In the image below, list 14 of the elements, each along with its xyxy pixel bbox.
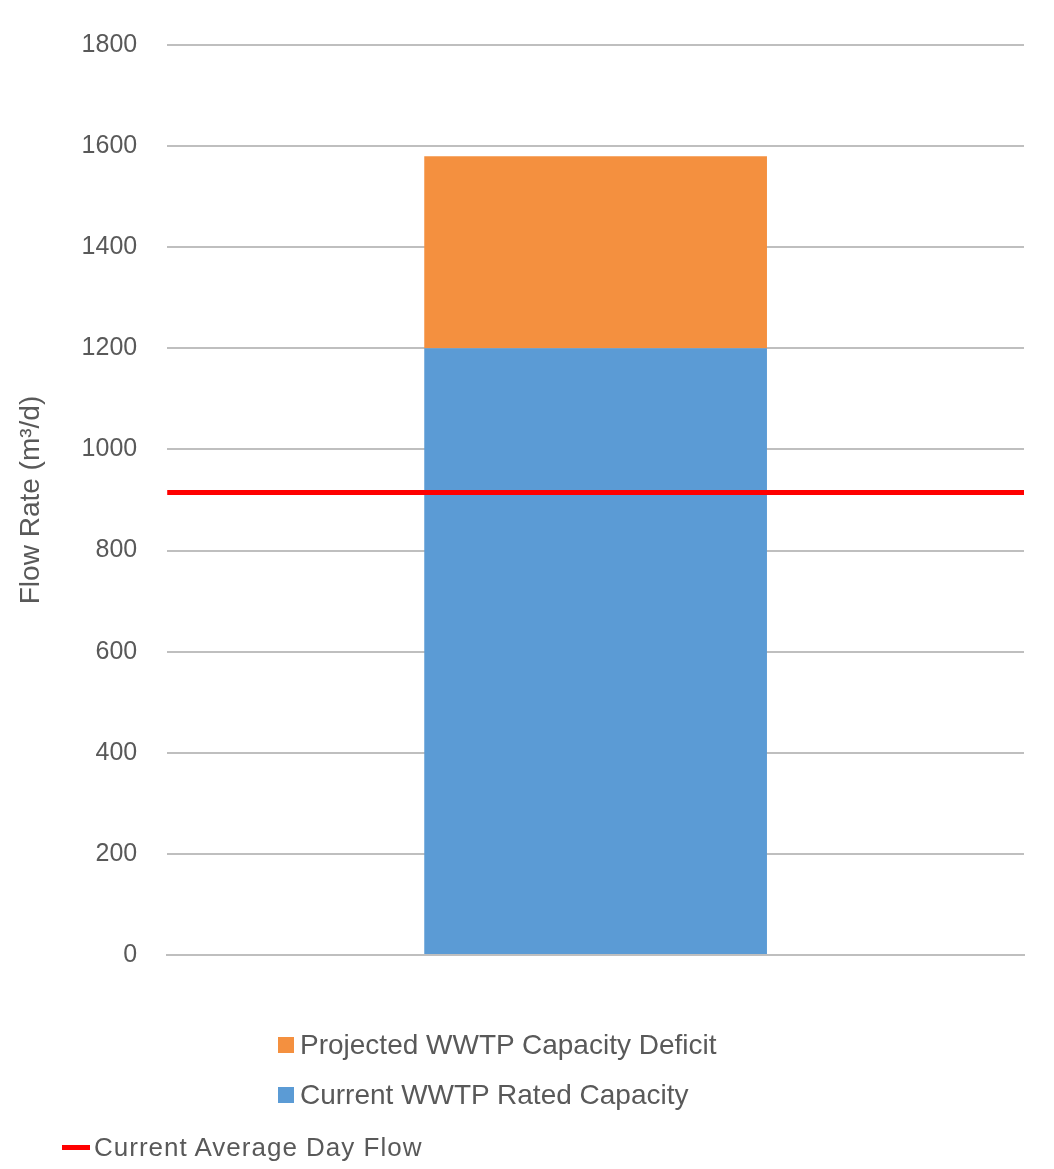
- legend-label: Current Average Day Flow: [94, 1132, 423, 1163]
- y-tick-label: 400: [95, 736, 138, 765]
- legend-label: Projected WWTP Capacity Deficit: [300, 1029, 717, 1061]
- y-tick-label: 0: [123, 938, 138, 967]
- y-tick-label: 1600: [81, 130, 138, 158]
- y-tick-label: 1800: [81, 28, 138, 57]
- y-axis-title: Flow Rate (m³/d): [13, 395, 45, 605]
- legend-label: Current WWTP Rated Capacity: [300, 1079, 689, 1111]
- y-tick-label: 1400: [81, 231, 138, 260]
- y-tick-label: 1000: [81, 433, 138, 462]
- y-tick-label: 200: [95, 837, 138, 866]
- y-tick-label: 800: [95, 534, 138, 563]
- y-tick-label: 600: [95, 635, 138, 664]
- y-tick-label: 1200: [81, 332, 138, 361]
